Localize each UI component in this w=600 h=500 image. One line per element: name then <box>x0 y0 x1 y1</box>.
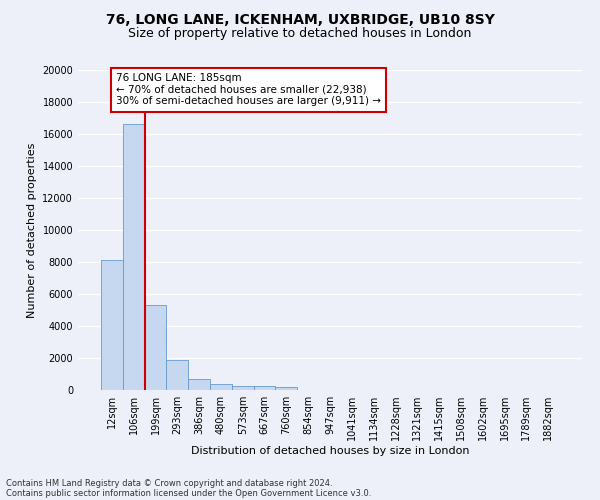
Bar <box>210 384 232 390</box>
X-axis label: Distribution of detached houses by size in London: Distribution of detached houses by size … <box>191 446 469 456</box>
Bar <box>166 360 188 390</box>
Bar <box>101 260 123 390</box>
Text: Size of property relative to detached houses in London: Size of property relative to detached ho… <box>128 28 472 40</box>
Bar <box>254 386 275 390</box>
Text: 76 LONG LANE: 185sqm
← 70% of detached houses are smaller (22,938)
30% of semi-d: 76 LONG LANE: 185sqm ← 70% of detached h… <box>116 73 381 106</box>
Text: 76, LONG LANE, ICKENHAM, UXBRIDGE, UB10 8SY: 76, LONG LANE, ICKENHAM, UXBRIDGE, UB10 … <box>106 12 494 26</box>
Text: Contains HM Land Registry data © Crown copyright and database right 2024.: Contains HM Land Registry data © Crown c… <box>6 478 332 488</box>
Text: Contains public sector information licensed under the Open Government Licence v3: Contains public sector information licen… <box>6 488 371 498</box>
Bar <box>123 124 145 390</box>
Bar <box>232 386 254 390</box>
Bar <box>145 305 166 390</box>
Bar <box>188 379 210 390</box>
Y-axis label: Number of detached properties: Number of detached properties <box>27 142 37 318</box>
Bar <box>275 388 297 390</box>
